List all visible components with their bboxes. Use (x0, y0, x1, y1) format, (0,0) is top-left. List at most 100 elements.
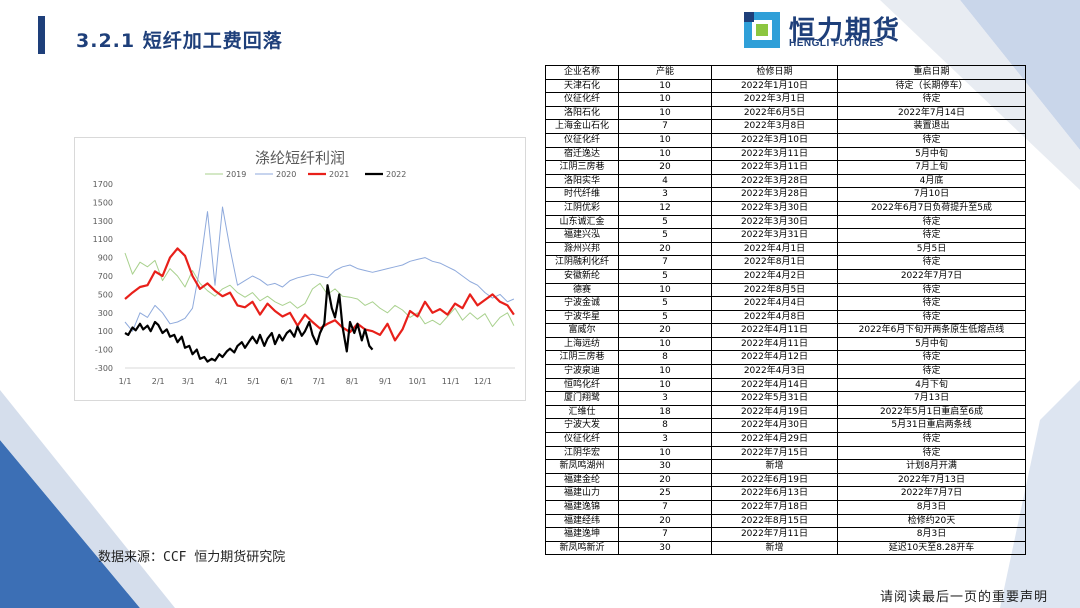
cell-capacity: 7 (618, 255, 712, 270)
table-row: 上海远纺 10 2022年4月11日 5月中旬 (545, 336, 1026, 352)
legend-label-2022: 2022 (386, 170, 406, 179)
cell-restart-date: 7月10日 (837, 187, 1026, 202)
cell-capacity: 7 (618, 527, 712, 542)
cell-maintenance-date: 2022年4月8日 (711, 309, 838, 325)
table-row: 恒鸣化纤 10 2022年4月14日 4月下旬 (545, 377, 1026, 393)
cell-company: 江阴华宏 (545, 445, 619, 461)
cell-restart-date: 2022年7月13日 (837, 472, 1026, 488)
cell-company: 滁州兴邦 (545, 241, 619, 257)
cell-capacity: 25 (618, 486, 712, 501)
cell-restart-date: 待定 (837, 255, 1026, 270)
cell-company: 福建逸坤 (545, 527, 619, 542)
cell-maintenance-date: 2022年1月10日 (711, 78, 838, 94)
cell-maintenance-date: 2022年4月11日 (711, 336, 838, 352)
y-tick-label: 500 (98, 290, 113, 299)
cell-capacity: 10 (618, 336, 712, 352)
cell-company: 汇维仕 (545, 404, 619, 420)
logo-chinese-text: 恒力期货 (789, 16, 902, 46)
x-tick-label: 9/1 (379, 377, 392, 386)
cell-maintenance-date: 2022年3月28日 (711, 173, 838, 189)
cell-company: 德赛 (545, 282, 619, 298)
cell-capacity: 20 (618, 323, 712, 338)
cell-capacity: 20 (618, 472, 712, 488)
hengli-logo-icon (744, 12, 780, 48)
cell-restart-date: 待定 (837, 309, 1026, 325)
cell-capacity: 5 (618, 296, 712, 311)
cell-maintenance-date: 2022年3月30日 (711, 214, 838, 230)
table-row: 富威尔 20 2022年4月11日 2022年6月下旬开两条原生低熔点线 (545, 323, 1026, 338)
cell-restart-date: 8月3日 (837, 527, 1026, 542)
table-row: 宁波金诚 5 2022年4月4日 待定 (545, 296, 1026, 311)
cell-maintenance-date: 2022年7月18日 (711, 500, 838, 515)
cell-restart-date: 2022年7月7日 (837, 486, 1026, 501)
cell-restart-date: 延迟10天至8.28开车 (837, 540, 1026, 556)
y-tick-label: 1500 (93, 198, 113, 207)
table-header-row: 企业名称 产能 检修日期 重启日期 (545, 65, 1026, 80)
cell-company: 新凤鸣新沂 (545, 540, 619, 556)
cell-maintenance-date: 2022年5月31日 (711, 391, 838, 406)
y-tick-label: 100 (98, 327, 113, 336)
chart-panel: 涤纶短纤利润 2019 2020 2021 2022 1700 1500 1300 1100 90… (74, 137, 526, 401)
cell-company: 富威尔 (545, 323, 619, 338)
header-company: 企业名称 (545, 65, 619, 80)
cell-restart-date: 2022年5月1日重启至6成 (837, 404, 1026, 420)
cell-maintenance-date: 2022年3月30日 (711, 200, 838, 216)
cell-company: 上海金山石化 (545, 119, 619, 134)
table-row: 宁波华星 5 2022年4月8日 待定 (545, 309, 1026, 325)
cell-capacity: 3 (618, 432, 712, 447)
cell-restart-date: 4月下旬 (837, 377, 1026, 393)
cell-maintenance-date: 2022年4月12日 (711, 350, 838, 366)
cell-company: 厦门翔鹭 (545, 391, 619, 406)
chart-title: 涤纶短纤利润 (255, 149, 345, 167)
cell-company: 仪征化纤 (545, 92, 619, 107)
cell-company: 江阴融利化纤 (545, 255, 619, 270)
cell-maintenance-date: 2022年4月3日 (711, 364, 838, 379)
cell-maintenance-date: 新增 (711, 540, 838, 556)
y-tick-label: 1100 (93, 235, 113, 244)
cell-company: 山东诚汇金 (545, 214, 619, 230)
cell-restart-date: 待定 (837, 282, 1026, 298)
cell-restart-date: 计划8月开满 (837, 459, 1026, 474)
table-row: 仪征化纤 10 2022年3月10日 待定 (545, 132, 1026, 148)
x-tick-label: 10/1 (409, 377, 427, 386)
table-row: 上海金山石化 7 2022年3月8日 装置退出 (545, 119, 1026, 134)
cell-company: 恒鸣化纤 (545, 377, 619, 393)
cell-maintenance-date: 2022年3月31日 (711, 228, 838, 243)
cell-maintenance-date: 2022年4月19日 (711, 404, 838, 420)
series-line-2022 (124, 284, 374, 363)
cell-capacity: 4 (618, 173, 712, 189)
table-row: 江阴优彩 12 2022年3月30日 2022年6月7日负荷提升至5成 (545, 200, 1026, 216)
legend-label-2019: 2019 (226, 170, 246, 179)
table-row: 仪征化纤 10 2022年3月1日 待定 (545, 92, 1026, 107)
table-row: 洛阳实华 4 2022年3月28日 4月底 (545, 173, 1026, 189)
cell-maintenance-date: 2022年4月30日 (711, 418, 838, 434)
table-row: 宁波大发 8 2022年4月30日 5月31日重启两条线 (545, 418, 1026, 434)
cell-maintenance-date: 2022年8月15日 (711, 513, 838, 529)
x-tick-label: 1/1 (119, 377, 132, 386)
series-line-2019 (124, 252, 515, 328)
title-accent-bar (38, 16, 45, 54)
cell-company: 洛阳实华 (545, 173, 619, 189)
cell-capacity: 20 (618, 241, 712, 257)
series-line-2020 (124, 206, 515, 332)
table-row: 天津石化 10 2022年1月10日 待定（长期停车） (545, 78, 1026, 94)
cell-maintenance-date: 2022年6月19日 (711, 472, 838, 488)
cell-restart-date: 待定 (837, 228, 1026, 243)
table-row: 德赛 10 2022年8月5日 待定 (545, 282, 1026, 298)
x-tick-label: 6/1 (280, 377, 293, 386)
cell-restart-date: 装置退出 (837, 119, 1026, 134)
table-row: 新凤鸣湖州 30 新增 计划8月开满 (545, 459, 1026, 474)
y-tick-label: -100 (95, 346, 113, 355)
data-source-note: 数据来源：CCF 恒力期货研究院 (98, 550, 286, 565)
y-tick-label: 1300 (93, 217, 113, 226)
legend-label-2021: 2021 (329, 170, 349, 179)
cell-company: 福建逸锦 (545, 500, 619, 515)
cell-company: 宁波华星 (545, 309, 619, 325)
table-row: 福建兴泓 5 2022年3月31日 待定 (545, 228, 1026, 243)
x-tick-label: 12/1 (474, 377, 492, 386)
y-tick-label: 1700 (93, 180, 113, 189)
cell-capacity: 8 (618, 350, 712, 366)
cell-capacity: 10 (618, 146, 712, 162)
table-row: 安徽新纶 5 2022年4月2日 2022年7月7日 (545, 268, 1026, 284)
cell-capacity: 8 (618, 418, 712, 434)
